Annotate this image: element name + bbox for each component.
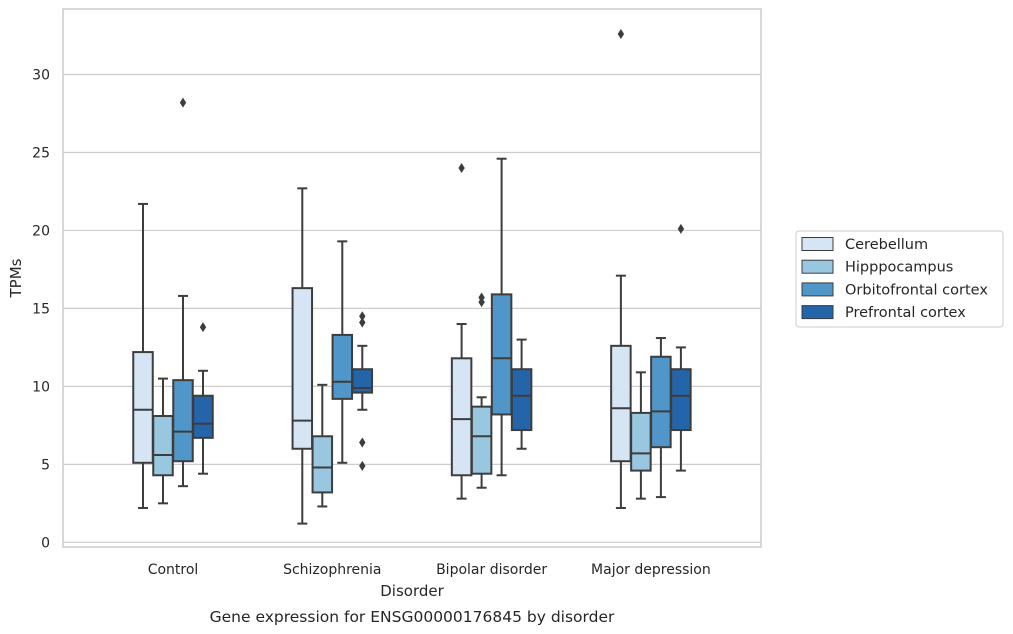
- box-1-2: [470, 292, 493, 489]
- box-iqr: [670, 368, 692, 432]
- box-iqr: [152, 415, 174, 477]
- box-3-0: [192, 322, 214, 475]
- legend-label: Prefrontal cortex: [845, 305, 966, 321]
- box-iqr: [311, 435, 334, 494]
- legend-swatch: [801, 259, 834, 274]
- x-tick-label: Control: [148, 562, 199, 578]
- y-tick-label: 25: [32, 145, 50, 161]
- boxes: [132, 28, 692, 525]
- box-iqr: [192, 394, 214, 439]
- box-3-3: [670, 223, 692, 472]
- x-tick-label: Schizophrenia: [283, 562, 381, 578]
- box-iqr: [450, 357, 473, 477]
- box-2-3: [650, 337, 672, 499]
- box-iqr: [490, 293, 513, 416]
- outlier-point: [478, 292, 485, 303]
- y-tick-labels: 0 5 10 15 20 25 30: [32, 67, 50, 551]
- box-3-2: [510, 338, 533, 450]
- legend: Cerebellum Hipppocampus Orbitofrontal cort…: [795, 230, 1004, 328]
- box-iqr: [650, 355, 672, 449]
- y-axis-label: TPMs: [7, 258, 25, 298]
- x-axis-label: Disorder: [380, 582, 444, 600]
- x-tick-label: Major depression: [591, 562, 711, 578]
- legend-label: Hipppocampus: [845, 260, 953, 276]
- x-tick-label: Bipolar disorder: [436, 562, 547, 578]
- outlier-point: [199, 322, 207, 333]
- box-0-0: [132, 202, 154, 510]
- box-iqr: [630, 411, 652, 472]
- box-iqr: [172, 379, 194, 463]
- outlier-point: [677, 223, 685, 234]
- box-iqr: [351, 368, 374, 394]
- outlier-point: [179, 97, 187, 108]
- outlier-point: [359, 460, 366, 471]
- box-1-0: [152, 377, 174, 505]
- box-0-1: [291, 187, 314, 525]
- y-tick-label: 0: [41, 535, 50, 551]
- box-3-1: [351, 311, 374, 471]
- box-0-3: [610, 28, 632, 510]
- x-tick-labels: Control Schizophrenia Bipolar disorder Majo…: [148, 562, 711, 578]
- box-iqr: [291, 287, 314, 450]
- box-2-2: [490, 157, 513, 477]
- legend-label: Orbitofrontal cortex: [845, 282, 988, 298]
- box-iqr: [610, 344, 632, 463]
- box-1-1: [311, 383, 334, 508]
- legend-swatch: [801, 282, 834, 297]
- legend-swatch: [801, 305, 834, 320]
- y-tick-label: 15: [32, 301, 50, 317]
- plot-frame: [62, 8, 762, 548]
- y-tick-label: 10: [32, 379, 50, 395]
- outlier-point: [359, 317, 366, 328]
- box-0-2: [450, 163, 473, 500]
- outlier-point: [359, 311, 366, 322]
- box-iqr: [132, 351, 154, 464]
- chart-caption: Gene expression for ENSG00000176845 by d…: [210, 608, 615, 626]
- y-tick-label: 5: [41, 457, 50, 473]
- box-iqr: [470, 405, 493, 475]
- y-tick-label: 30: [32, 67, 50, 83]
- outlier-point: [458, 163, 465, 174]
- box-iqr: [331, 333, 354, 400]
- outlier-point: [359, 437, 366, 448]
- box-2-1: [331, 240, 354, 464]
- box-iqr: [510, 368, 533, 432]
- legend-swatch: [801, 237, 834, 251]
- y-tick-label: 20: [32, 223, 50, 239]
- legend-label: Cerebellum: [845, 237, 928, 253]
- legend-frame: [795, 230, 1004, 328]
- outlier-point: [617, 28, 625, 39]
- box-2-0: [172, 97, 194, 488]
- box-1-3: [630, 371, 652, 500]
